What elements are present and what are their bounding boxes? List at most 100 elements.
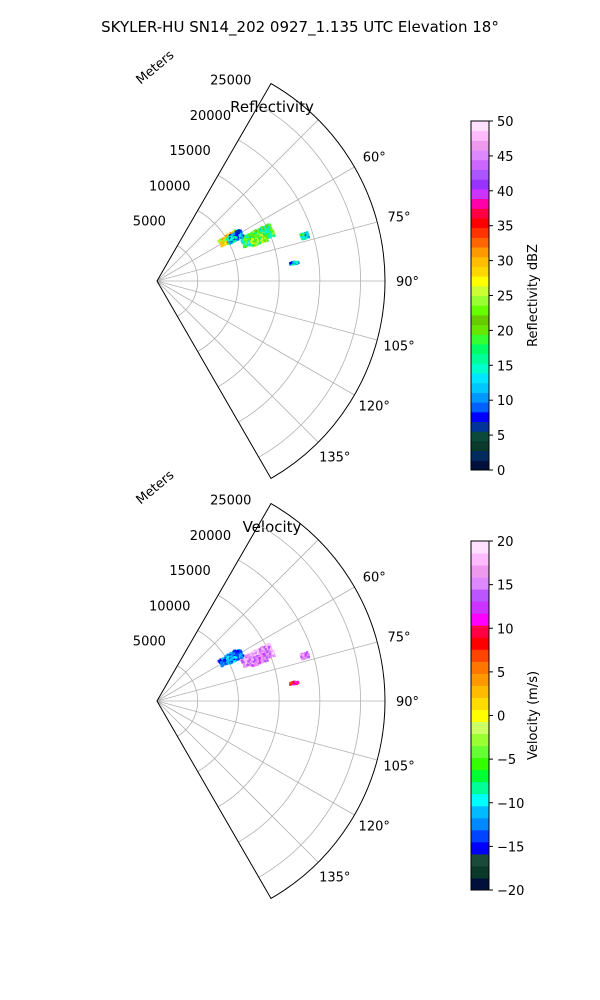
echo-gate [246,234,249,238]
echo-gate [305,231,309,234]
echo-gate [229,655,233,658]
echo-gate [262,648,265,651]
echo-gate [240,233,243,236]
echo-gate [289,683,292,686]
echo-gate [237,231,240,235]
echo-gate [302,654,305,657]
echo-gate [268,235,271,239]
echo-gate [264,659,267,663]
echo-gate [266,652,269,655]
echo-gate [306,233,309,236]
echo-gate [258,657,261,660]
colorbar-tick-label: 35 [497,220,514,235]
echo-gate [243,238,247,241]
range-axis-label: Meters [134,468,178,508]
echo-gate [241,660,244,663]
colorbar-segment [471,440,489,452]
echo-gate [270,229,274,232]
echo-gate [238,653,242,657]
echo-gate [266,659,269,662]
echo-gate [235,236,238,240]
colorbar-tick-label: 0 [497,464,505,479]
colorbar-segment [471,460,489,471]
echo-gate [241,236,244,239]
echo-gate [252,662,256,665]
colorbar-tick-label: −10 [497,797,524,812]
echo-gate [250,243,253,246]
echo-gate [289,681,292,685]
echo-gate [219,659,223,663]
echo-gate [268,652,272,656]
echo-gate [254,238,257,242]
echo-gate [263,654,267,657]
echo-gate [258,228,262,231]
range-tick-label: 5000 [133,215,166,230]
colorbar-segment [471,237,489,248]
echo-gate [303,236,307,239]
echo-gate [246,663,249,667]
range-tick-label: 15000 [169,564,210,579]
echo-gate [234,239,237,242]
echo-gate [305,651,309,654]
echo-gate [246,243,249,247]
echo-gate [229,235,233,238]
echo-gate [253,656,256,660]
echo-gate [269,648,272,651]
echo-gate [258,237,261,240]
echo-gate [269,235,273,238]
echo-gate [256,240,260,243]
range-tick-label: 20000 [190,529,231,544]
colorbar-tick-label: 50 [497,115,514,130]
echo-gate [249,658,252,661]
colorbar-segment [471,382,489,393]
echo-gate [219,661,223,664]
azimuth-gridline [156,641,378,702]
colorbar-segment [471,601,489,614]
azimuth-tick-label: 90° [396,695,419,710]
echo-gate [265,644,268,647]
echo-gate [307,235,310,239]
echo-gate [223,239,226,242]
echo-gate [266,234,270,237]
colorbar-segment [471,733,489,747]
colorbar-segment [471,865,489,879]
echo-gate [235,652,239,655]
colorbar-tick-label: −20 [497,884,524,899]
echo-gate [303,657,307,660]
echo-gate [248,234,251,237]
echo-gate [224,235,228,238]
colorbar-tick-label: 45 [497,150,514,165]
echo-gate [256,660,260,663]
echo-gate [263,656,266,660]
echo-gate [236,238,239,241]
colorbar-segment [471,363,489,374]
echo-gate [293,680,297,684]
echo-gate [252,240,255,243]
suptitle: SKYLER-HU SN14_202 0927_1.135 UTC Elevat… [101,18,499,37]
echo-gate [303,234,307,237]
echo-gate [264,239,267,243]
colorbar-segment [471,805,489,819]
azimuth-gridline [156,539,319,702]
echo-gate [227,656,230,659]
echo-gate [258,651,261,654]
colorbar-segment [471,324,489,335]
echo-gate [263,225,267,229]
echo-gate [235,653,238,657]
echo-gate [234,659,237,662]
echo-gate [256,235,259,238]
echo-gate [251,238,254,241]
echo-gate [242,661,246,664]
echo-gate [251,658,254,661]
echo-gate [271,232,275,235]
colorbar-segment [471,697,489,710]
echo-gate [262,232,265,236]
colorbar-segment [471,541,489,554]
echo-gate [266,230,269,234]
colorbar-tick-label: 15 [497,579,514,594]
echo-gate [260,646,264,649]
echo-gate [307,655,310,659]
azimuth-gridline [156,700,355,816]
echo-gate [266,224,270,227]
